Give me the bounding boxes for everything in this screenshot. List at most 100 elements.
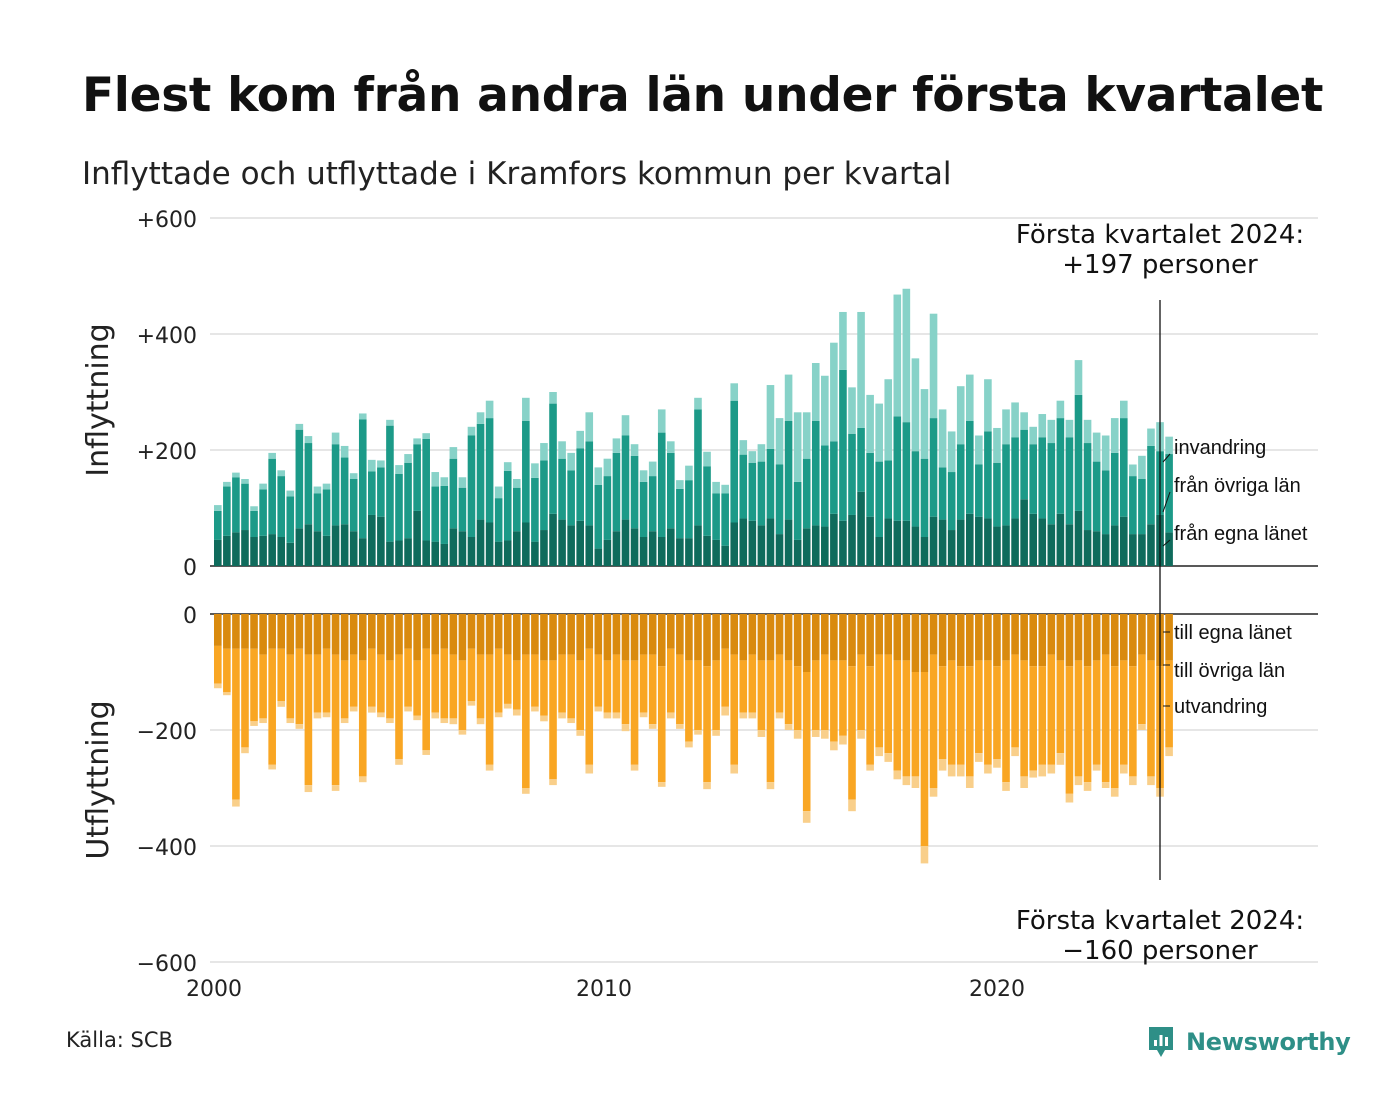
bar-in-foreign	[214, 505, 222, 511]
bar-out-other	[295, 648, 304, 725]
bar-out-own	[639, 614, 648, 655]
bar-out-other	[1029, 666, 1037, 771]
bar-in-foreign	[811, 363, 820, 421]
bar-out-other	[657, 666, 666, 783]
bar-in-foreign	[965, 374, 974, 421]
bar-out-foreign	[1083, 782, 1092, 791]
bar-out-other	[893, 660, 902, 771]
bar-out-foreign	[1120, 764, 1128, 774]
bar-in-own	[685, 538, 693, 566]
bar-out-foreign	[884, 753, 893, 762]
bar-in-foreign	[467, 426, 476, 436]
bar-out-other	[1047, 654, 1056, 765]
bar-in-foreign	[358, 413, 367, 420]
ytick-label: +600	[137, 208, 197, 233]
bar-out-other	[1074, 660, 1083, 777]
bar-in-other	[503, 470, 512, 541]
bar-in-other	[775, 464, 784, 535]
bar-in-foreign	[866, 394, 874, 453]
bar-in-other	[1029, 444, 1037, 514]
bar-in-other	[1011, 437, 1019, 519]
bar-in-other	[404, 462, 412, 539]
bar-out-own	[1110, 614, 1119, 667]
bar-out-own	[422, 614, 430, 649]
bar-in-other	[965, 421, 974, 514]
bar-in-own	[639, 537, 648, 566]
bar-in-foreign	[956, 386, 965, 445]
bar-in-own	[440, 543, 449, 566]
bar-in-other	[739, 454, 748, 519]
bar-out-foreign	[440, 718, 449, 724]
bar-out-foreign	[739, 712, 748, 719]
bar-out-foreign	[630, 764, 639, 771]
bar-out-other	[576, 660, 584, 730]
bar-in-own	[1056, 513, 1065, 566]
bar-in-own	[413, 510, 421, 566]
bar-in-foreign	[830, 342, 838, 442]
bar-in-other	[802, 458, 811, 529]
bar-out-own	[322, 614, 331, 649]
bar-in-foreign	[250, 506, 258, 511]
bar-out-other	[232, 648, 240, 800]
bar-in-foreign	[1083, 419, 1092, 444]
bar-in-own	[884, 518, 893, 566]
bar-in-foreign	[639, 470, 648, 482]
bar-out-foreign	[250, 721, 258, 726]
bar-in-other	[1038, 437, 1047, 519]
bar-out-own	[757, 614, 766, 661]
series-label-out: till egna länet	[1174, 622, 1292, 644]
bar-in-own	[422, 540, 430, 566]
bar-in-other	[485, 418, 494, 523]
bar-in-foreign	[911, 358, 920, 452]
xtick-label: 2000	[186, 977, 242, 1002]
bar-out-foreign	[1110, 788, 1119, 797]
bar-in-foreign	[621, 415, 630, 436]
bar-in-foreign	[422, 433, 430, 439]
bar-in-foreign	[331, 432, 340, 445]
bar-out-own	[1092, 614, 1101, 661]
bar-in-foreign	[1101, 435, 1110, 471]
bar-out-own	[567, 614, 575, 655]
bar-in-own	[268, 534, 276, 566]
bar-in-own	[522, 522, 530, 566]
bar-in-foreign	[395, 465, 403, 474]
y-axis-label-in: Inflyttning	[81, 323, 116, 476]
bar-in-own	[223, 535, 231, 566]
bar-in-own	[657, 537, 666, 566]
bar-in-foreign	[775, 418, 784, 465]
bar-out-own	[848, 614, 856, 667]
bar-in-foreign	[1038, 414, 1047, 438]
bar-out-other	[404, 648, 412, 707]
bar-out-other	[1165, 660, 1173, 748]
bar-in-own	[802, 528, 811, 566]
bar-out-own	[902, 614, 911, 661]
bar-in-own	[730, 522, 739, 566]
bar-in-own	[512, 531, 521, 566]
bar-out-other	[349, 654, 358, 707]
bar-in-own	[839, 520, 847, 566]
bar-in-foreign	[1011, 402, 1019, 438]
bar-out-own	[413, 614, 421, 661]
bar-out-own	[920, 614, 929, 672]
bar-in-foreign	[739, 440, 748, 455]
bar-in-other	[839, 369, 847, 521]
bar-out-foreign	[703, 782, 711, 790]
bar-out-other	[938, 666, 947, 759]
bar-out-other	[223, 648, 231, 693]
bar-out-other	[612, 654, 621, 713]
bar-out-other	[667, 648, 675, 713]
bar-out-own	[340, 614, 349, 661]
bar-out-foreign	[422, 750, 430, 755]
bar-out-other	[775, 654, 784, 713]
ytick-label: −200	[137, 720, 197, 745]
bar-in-foreign	[929, 313, 938, 419]
bar-in-foreign	[793, 412, 802, 482]
bar-out-foreign	[1020, 776, 1028, 788]
bar-in-other	[250, 510, 258, 537]
bar-in-own	[648, 531, 657, 566]
bar-out-own	[1120, 614, 1128, 661]
bar-out-other	[214, 645, 222, 684]
bar-in-own	[1092, 531, 1101, 566]
bar-in-other	[268, 458, 276, 535]
bar-in-other	[748, 462, 757, 521]
